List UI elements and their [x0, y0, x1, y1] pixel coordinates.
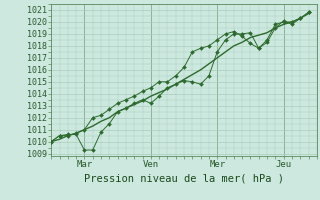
X-axis label: Pression niveau de la mer( hPa ): Pression niveau de la mer( hPa ): [84, 173, 284, 183]
